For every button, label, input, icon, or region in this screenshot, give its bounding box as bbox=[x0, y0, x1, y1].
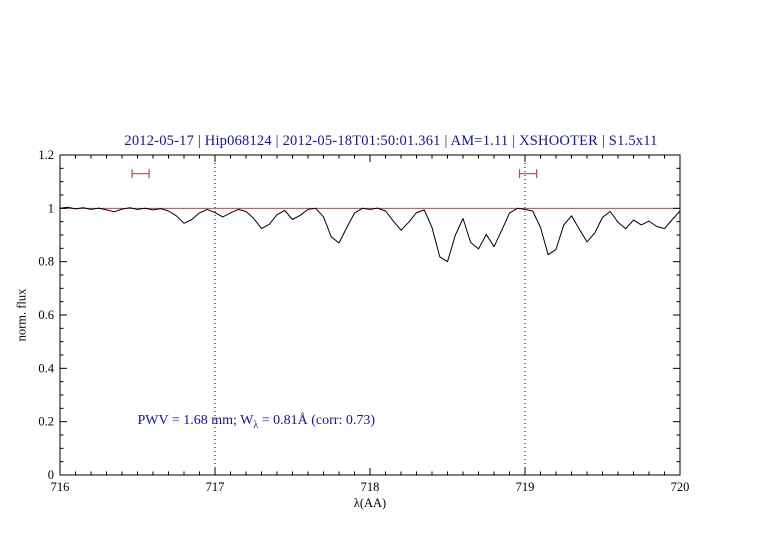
band-marker bbox=[518, 169, 538, 179]
y-tick-label: 0.4 bbox=[38, 361, 54, 375]
axis-tick-labels: 716 717 718 719 720 0 0.2 0.4 0.6 0.8 1 1.2 bbox=[38, 148, 689, 494]
band-marker bbox=[131, 169, 150, 179]
x-tick-label: 716 bbox=[51, 480, 70, 494]
x-axis-label: λ(AA) bbox=[353, 496, 387, 510]
y-tick-label: 0.2 bbox=[38, 415, 54, 429]
x-tick-label: 720 bbox=[671, 480, 690, 494]
x-tick-label: 719 bbox=[516, 480, 535, 494]
pwv-annotation: PWV = 1.68 mm; Wλ = 0.81Å (corr: 0.73) bbox=[138, 413, 376, 431]
plot-title: 2012-05-17 | Hip068124 | 2012-05-18T01:5… bbox=[124, 133, 658, 149]
y-tick-label: 0 bbox=[48, 468, 54, 482]
axis-ticks bbox=[59, 154, 681, 476]
x-tick-label: 717 bbox=[206, 480, 225, 494]
pwv-annotation-prefix: PWV = 1.68 mm; W bbox=[137, 412, 254, 428]
pwv-annotation-lambda-subscript: λ bbox=[253, 419, 259, 431]
x-tick-label: 718 bbox=[361, 480, 380, 494]
y-tick-label: 1 bbox=[48, 201, 54, 215]
y-tick-label: 0.6 bbox=[38, 308, 54, 322]
reference-vlines bbox=[214, 155, 526, 475]
y-tick-label: 0.8 bbox=[38, 255, 54, 269]
y-tick-label: 1.2 bbox=[38, 148, 54, 162]
spectrum-line bbox=[59, 206, 681, 263]
pwv-annotation-suffix: = 0.81Å (corr: 0.73) bbox=[258, 412, 376, 428]
